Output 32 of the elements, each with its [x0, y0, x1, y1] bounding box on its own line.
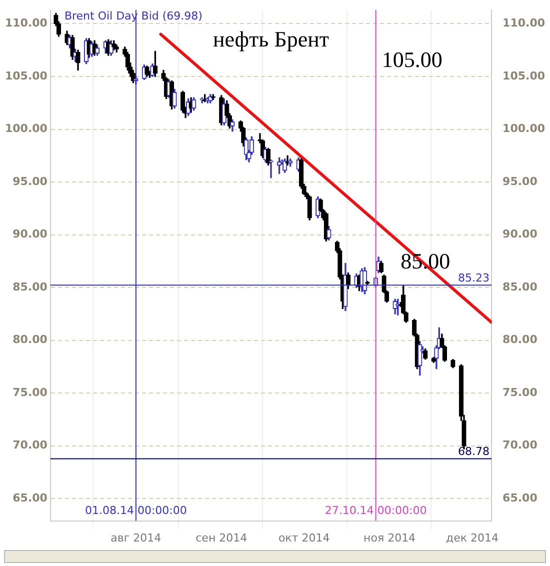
x-tick-label: авг 2014 [110, 531, 162, 544]
ref-line-label: 85.23 [458, 271, 490, 284]
y2-tick-label: 75.00 [502, 386, 538, 399]
y2-tick-label: 100.00 [502, 122, 546, 136]
y2-tick-label: 70.00 [502, 438, 538, 452]
y2-tick-label: 85.00 [502, 280, 538, 294]
y2-tick-label: 95.00 [502, 174, 538, 188]
y2-tick-label: 90.00 [502, 228, 538, 241]
y2-tick-label: 105.00 [502, 69, 546, 82]
x-tick-label: дек 2014 [446, 531, 499, 544]
x-tick-label: сен 2014 [196, 531, 248, 544]
ref-line-label: 68.78 [458, 445, 490, 458]
y-tick-label: 85.00 [12, 280, 48, 294]
x-tick-label: окт 2014 [278, 531, 330, 544]
y-tick-label: 105.00 [4, 69, 48, 82]
ref-line-label: 01.08.14 00:00:00 [84, 504, 187, 518]
y2-tick-label: 80.00 [502, 333, 538, 346]
y-tick-label: 110.00 [4, 16, 48, 30]
x-tick-label: ноя 2014 [364, 531, 416, 544]
y-tick-label: 90.00 [12, 228, 48, 241]
annotation: 105.00 [382, 46, 442, 72]
y2-tick-label: 110.00 [502, 16, 546, 30]
y-tick-label: 70.00 [12, 438, 48, 452]
y2-tick-label: 65.00 [502, 491, 538, 504]
y-tick-label: 65.00 [12, 491, 48, 504]
annotation: нефть Брент [213, 26, 330, 52]
candlestick [268, 160, 274, 178]
y-tick-label: 95.00 [12, 174, 48, 188]
y-tick-label: 80.00 [12, 333, 48, 346]
y-tick-label: 75.00 [12, 386, 48, 399]
ref-line-label: 27.10.14 00:00:00 [324, 504, 427, 518]
y-tick-label: 100.00 [4, 122, 48, 136]
